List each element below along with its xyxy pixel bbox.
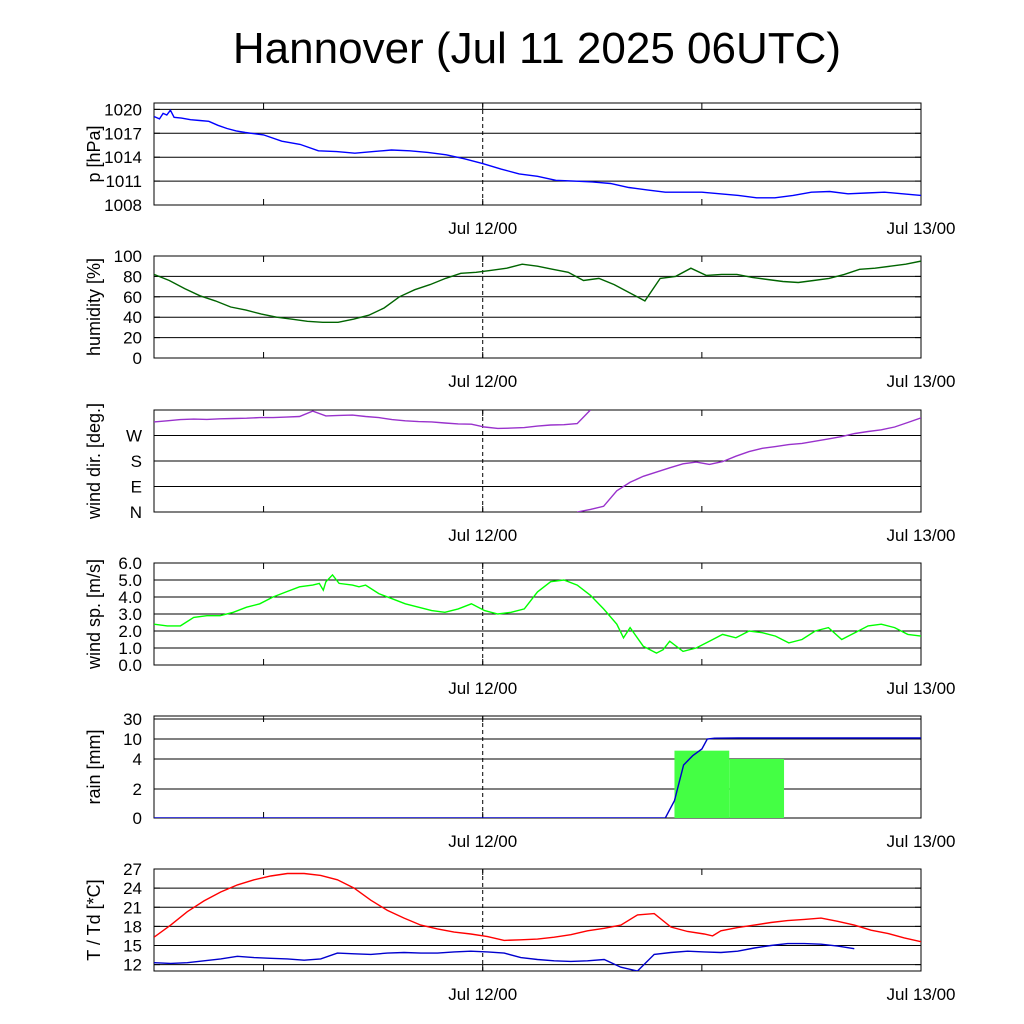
panel-frame [153,102,922,206]
series-line [154,410,591,430]
y-axis-label: T / Td [*C] [84,879,104,960]
series-line [154,260,921,323]
y-tick-label: 2 [133,780,142,799]
y-axis-label: wind dir. [deg.] [84,403,104,520]
y-tick-label: 1008 [104,196,142,215]
y-tick-label: 0 [133,809,142,828]
y-axis-label: rain [mm] [84,729,104,804]
series-line [154,737,921,818]
y-axis-label: wind sp. [m/s] [84,559,104,670]
y-tick-label: 21 [123,898,142,917]
y-tick-label: 6.0 [118,554,142,573]
chart-title: Hannover (Jul 11 2025 06UTC) [232,24,842,73]
panel-frame [153,868,922,972]
y-tick-label: 100 [114,247,142,266]
x-tick-label: Jul 13/00 [887,832,956,851]
series-line [154,573,921,654]
y-tick-label: 24 [123,879,142,898]
y-axis-label: p [hPa] [84,125,104,182]
y-tick-label: 27 [123,860,142,879]
y-tick-label: 0 [133,349,142,368]
y-tick-label: 4.0 [118,588,142,607]
series-line [154,872,921,943]
y-axis-label: humidity [%] [84,258,104,356]
y-tick-label: 10 [123,730,142,749]
x-tick-label: Jul 12/00 [448,832,517,851]
y-tick-label: 40 [123,308,142,327]
x-tick-label: Jul 13/00 [887,985,956,1004]
y-tick-label: 0.0 [118,656,142,675]
y-tick-label: 30 [123,710,142,729]
y-tick-label: 20 [123,329,142,348]
y-tick-label: 4 [133,750,142,769]
x-tick-label: Jul 12/00 [448,372,517,391]
x-tick-label: Jul 13/00 [887,372,956,391]
y-tick-label: N [130,503,142,522]
y-tick-label: 1014 [104,148,142,167]
panel-frame [153,255,922,359]
y-tick-label: S [131,452,142,471]
y-tick-label: 60 [123,288,142,307]
x-tick-label: Jul 13/00 [887,219,956,238]
series-line [577,417,921,512]
x-tick-label: Jul 12/00 [448,526,517,545]
x-tick-label: Jul 12/00 [448,219,517,238]
y-tick-label: 15 [123,937,142,956]
x-tick-label: Jul 13/00 [887,679,956,698]
x-tick-label: Jul 12/00 [448,679,517,698]
panel-frame [153,715,922,819]
y-tick-label: 5.0 [118,571,142,590]
x-tick-label: Jul 12/00 [448,985,517,1004]
y-tick-label: 80 [123,267,142,286]
y-tick-label: 18 [123,917,142,936]
y-tick-label: 1020 [104,100,142,119]
series-line [154,942,855,971]
y-tick-label: 3.0 [118,605,142,624]
y-tick-label: 1011 [105,172,142,191]
y-tick-label: 12 [123,956,142,975]
rain-bar [674,750,730,818]
y-tick-label: 1017 [104,124,142,143]
rain-bar [729,759,785,818]
y-tick-label: E [131,478,142,497]
y-tick-label: W [126,427,142,446]
series-line [154,108,921,199]
x-tick-label: Jul 13/00 [887,526,956,545]
y-tick-label: 2.0 [118,622,142,641]
y-tick-label: 1.0 [118,639,142,658]
